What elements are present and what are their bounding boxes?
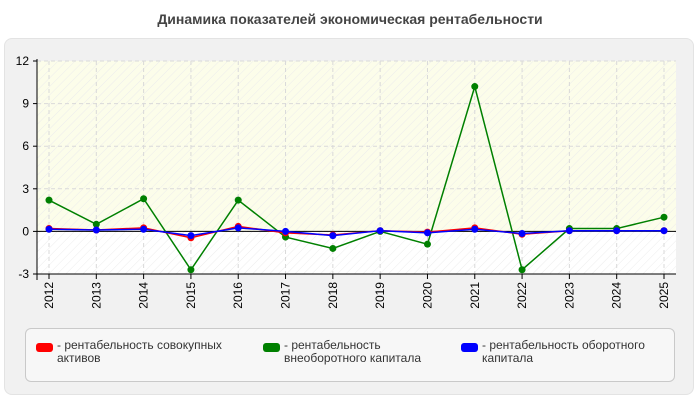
data-point-series-3	[234, 224, 242, 232]
data-point-series-2	[234, 196, 242, 204]
data-point-series-3	[140, 225, 148, 233]
legend-swatch-red	[36, 343, 53, 352]
x-tick-label: 2016	[231, 282, 245, 309]
data-point-series-3	[376, 227, 384, 235]
x-tick-label: 2020	[420, 282, 434, 309]
legend-swatch-green	[263, 343, 280, 352]
y-tick-label: 0	[22, 224, 29, 238]
legend-label-series-3: - рентабельность оборотного капитала	[482, 338, 645, 365]
legend-swatch-blue	[461, 343, 478, 352]
x-tick-label: 2014	[137, 282, 151, 309]
chart-title: Динамика показателей экономическая рента…	[157, 11, 543, 27]
y-tick-label: 9	[22, 97, 29, 111]
legend-label-series-2: - рентабельность внеоборотного капитала	[284, 338, 421, 365]
data-point-series-2	[471, 83, 479, 91]
x-tick-label: 2017	[279, 282, 293, 309]
data-point-series-2	[423, 240, 431, 248]
data-point-series-3	[329, 232, 337, 240]
legend: - рентабельность совокупных активов - ре…	[25, 328, 675, 382]
series-line-2	[48, 83, 665, 272]
data-point-series-3	[660, 227, 668, 235]
x-tick-label: 2021	[468, 282, 482, 309]
data-point-series-2	[187, 266, 195, 274]
positive-band-hatch	[37, 61, 676, 232]
legend-label-series-1: - рентабельность совокупных активов	[57, 338, 222, 365]
data-point-series-3	[565, 227, 573, 235]
x-tick-label: 2015	[184, 282, 198, 309]
y-tick-label: -3	[18, 267, 29, 281]
y-tick-label: 3	[22, 182, 29, 196]
x-tick-label: 2012	[42, 282, 56, 309]
y-tick-label: 6	[22, 139, 29, 153]
data-point-series-2	[92, 220, 100, 228]
data-point-series-3	[518, 230, 526, 238]
data-point-series-2	[660, 213, 668, 221]
x-tick-label: 2024	[610, 282, 624, 309]
x-tick-label: 2022	[515, 282, 529, 309]
negative-band-hatch	[37, 231, 676, 274]
x-tick-label: 2019	[373, 282, 387, 309]
x-tick-label: 2018	[326, 282, 340, 309]
data-point-series-3	[92, 226, 100, 234]
data-point-series-2	[45, 196, 53, 204]
data-point-series-3	[282, 227, 290, 235]
data-point-series-3	[423, 229, 431, 237]
x-tick-label: 2023	[562, 282, 576, 309]
data-point-series-2	[140, 195, 148, 203]
y-tick-label: 12	[16, 54, 30, 68]
data-point-series-2	[329, 244, 337, 252]
x-tick-label: 2025	[657, 282, 671, 309]
data-point-series-3	[187, 232, 195, 240]
series-line-3	[48, 227, 664, 237]
data-point-series-3	[471, 225, 479, 233]
data-point-series-3	[45, 225, 53, 233]
data-point-series-3	[613, 227, 621, 235]
x-tick-label: 2013	[89, 282, 103, 309]
data-point-series-2	[518, 266, 526, 274]
